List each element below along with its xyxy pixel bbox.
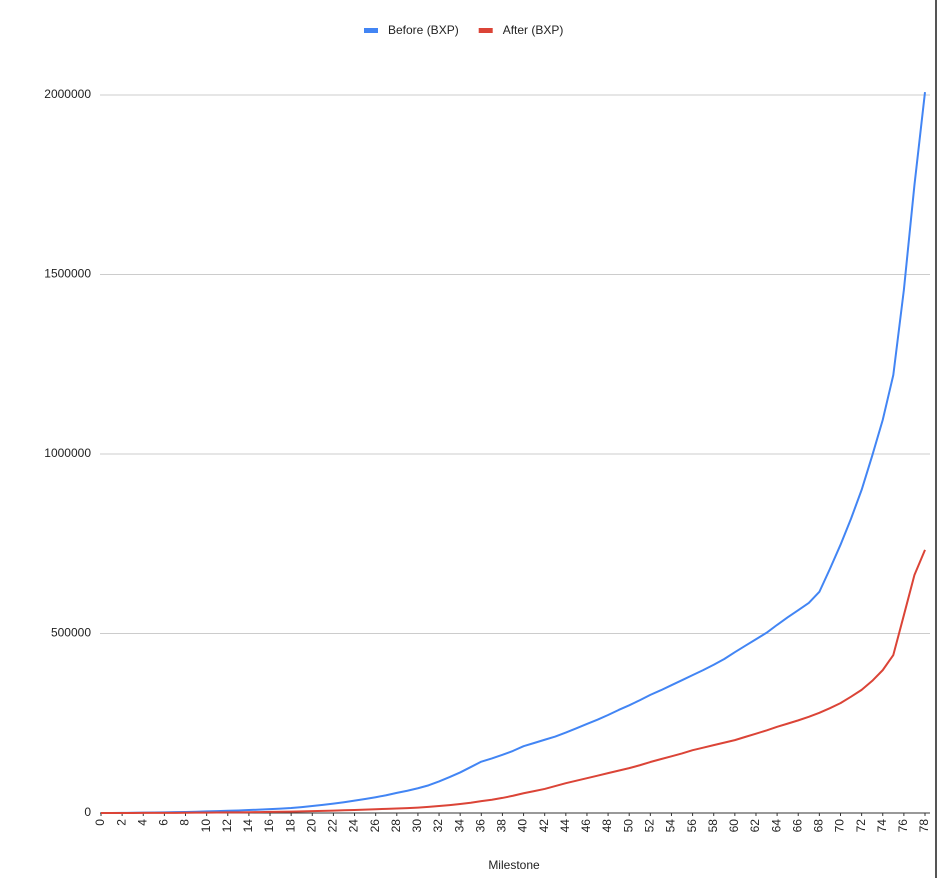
x-tick-label: 58 — [706, 819, 720, 833]
x-tick-label: 12 — [220, 819, 234, 833]
y-tick-label: 0 — [84, 805, 91, 819]
line-series — [100, 92, 926, 814]
x-tick-label: 52 — [643, 819, 657, 833]
x-tick-label: 78 — [917, 819, 931, 833]
x-tick-label: 68 — [812, 819, 826, 833]
x-tick-label: 38 — [495, 819, 509, 833]
x-tick-label: 0 — [93, 819, 107, 826]
y-tick-label: 1000000 — [44, 446, 91, 460]
x-tick-label: 76 — [896, 819, 910, 833]
x-axis-label: Milestone — [488, 858, 540, 872]
x-tick-label: 66 — [790, 819, 804, 833]
y-tick-label: 1500000 — [44, 267, 91, 281]
x-tick-label: 72 — [854, 819, 868, 833]
x-tick-label: 34 — [452, 819, 466, 833]
x-tick-label: 18 — [283, 819, 297, 833]
line-series — [101, 549, 926, 814]
x-tick-label: 28 — [389, 819, 403, 833]
x-tick-label: 40 — [516, 819, 530, 833]
x-tick-label: 8 — [178, 819, 192, 826]
legend-label: Before (BXP) — [388, 23, 459, 37]
x-tick-label: 44 — [558, 819, 572, 833]
x-tick-label: 26 — [368, 819, 382, 833]
x-tick-label: 50 — [621, 819, 635, 833]
x-tick-label: 54 — [664, 819, 678, 833]
y-tick-label: 2000000 — [44, 87, 91, 101]
x-tick-label: 56 — [685, 819, 699, 833]
legend-swatch — [478, 28, 493, 33]
x-tick-label: 30 — [410, 819, 424, 833]
x-tick-label: 62 — [748, 819, 762, 833]
x-tick-label: 20 — [304, 819, 318, 833]
x-tick-label: 2 — [114, 819, 128, 826]
x-tick-label: 36 — [473, 819, 487, 833]
x-tick-label: 48 — [600, 819, 614, 833]
legend-label: After (BXP) — [503, 23, 564, 37]
x-tick-label: 22 — [326, 819, 340, 833]
x-tick-label: 4 — [135, 819, 149, 826]
x-tick-label: 46 — [579, 819, 593, 833]
x-tick-label: 16 — [262, 819, 276, 833]
x-tick-label: 74 — [875, 819, 889, 833]
legend-swatch — [364, 28, 378, 33]
x-tick-label: 10 — [199, 819, 213, 833]
x-tick-label: 14 — [241, 819, 255, 833]
x-tick-label: 24 — [347, 819, 361, 833]
x-tick-label: 64 — [769, 819, 783, 833]
x-tick-label: 6 — [157, 819, 171, 826]
x-tick-label: 70 — [833, 819, 847, 833]
y-tick-label: 500000 — [51, 626, 91, 640]
x-tick-label: 60 — [727, 819, 741, 833]
x-tick-label: 32 — [431, 819, 445, 833]
x-tick-label: 42 — [537, 819, 551, 833]
